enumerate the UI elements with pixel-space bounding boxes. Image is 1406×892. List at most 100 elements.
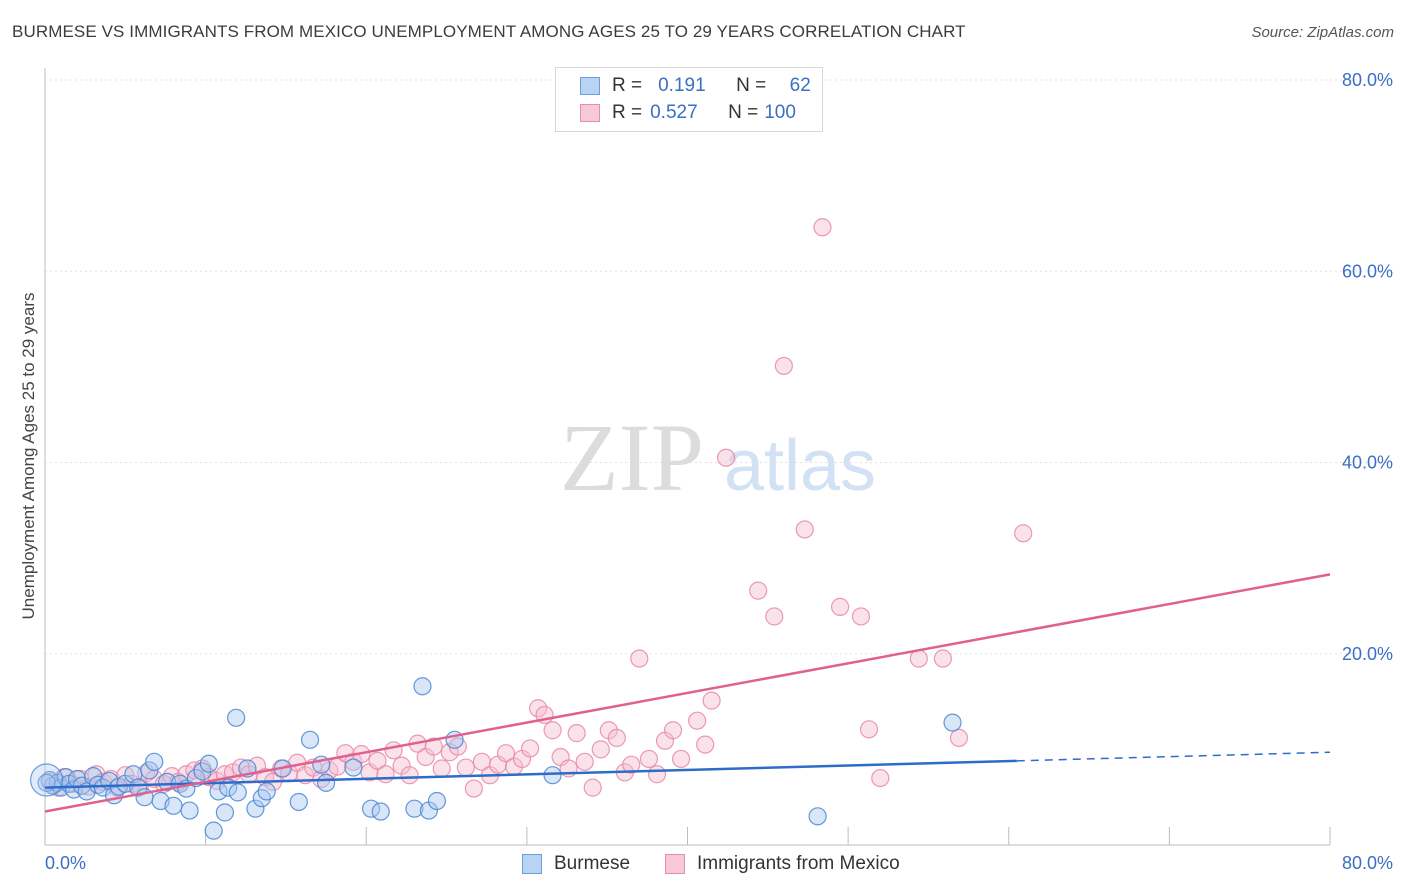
legend-n-label: N = (736, 75, 767, 96)
data-point (575, 752, 594, 771)
data-point (647, 765, 667, 784)
tick-labels: 20.0% 40.0% 60.0% 80.0% 0.0% 80.0% (45, 70, 1393, 873)
data-point (765, 607, 784, 626)
data-point (413, 677, 432, 696)
data-point (795, 520, 814, 539)
data-point (702, 691, 721, 710)
legend-row-mexico: R = 0.527 N = 100 (580, 101, 804, 125)
data-point (368, 751, 387, 770)
data-point (749, 581, 768, 600)
data-point (949, 728, 969, 748)
data-point (622, 755, 641, 774)
data-point (567, 724, 586, 743)
series-mexico-points (40, 218, 1033, 798)
x-tick-label: 0.0% (45, 853, 86, 873)
data-point (300, 730, 320, 749)
data-point (696, 735, 715, 754)
trend-line (44, 759, 1017, 789)
watermark-zip: ZIP (560, 404, 704, 511)
chart-title: BURMESE VS IMMIGRANTS FROM MEXICO UNEMPL… (12, 22, 966, 41)
data-point (808, 807, 827, 826)
data-point (316, 773, 336, 792)
y-axis-label: Unemployment Among Ages 25 to 29 years (19, 293, 38, 620)
data-point (830, 597, 850, 616)
data-point (933, 649, 952, 668)
data-point (384, 741, 403, 760)
bottom-legend-swatch-blue (522, 854, 542, 874)
data-point (639, 749, 659, 769)
data-point (671, 749, 691, 769)
data-point (405, 799, 424, 818)
y-tick-label: 60.0% (1342, 261, 1393, 281)
bottom-legend-burmese: Burmese (522, 851, 630, 877)
bottom-legend-mexico: Immigrants from Mexico (665, 851, 900, 877)
stats-legend: R = 0.191 N = 62 R = 0.527 N = 100 (555, 67, 823, 132)
legend-r-value: 0.191 (658, 75, 706, 96)
bottom-legend-swatch-pink (665, 854, 685, 874)
data-point (543, 766, 562, 785)
source-label: Source: ZipAtlas.com (1251, 24, 1394, 41)
y-tick-label: 80.0% (1342, 70, 1393, 90)
data-point (529, 699, 548, 718)
data-point (851, 607, 871, 626)
legend-n-value: 100 (764, 102, 796, 123)
data-point (289, 792, 308, 812)
x-tick-label: 80.0% (1342, 853, 1393, 873)
data-point (204, 821, 223, 840)
data-point (129, 778, 148, 797)
data-point (774, 356, 793, 376)
data-point (228, 783, 247, 802)
watermark-atlas: atlas (724, 426, 876, 506)
trend-line-extension (1016, 751, 1331, 762)
bottom-legend-label-burmese: Burmese (554, 853, 631, 874)
data-point (246, 799, 265, 818)
data-point (496, 744, 516, 763)
data-point (543, 721, 562, 740)
data-point (663, 721, 683, 740)
legend-swatch-pink (580, 104, 600, 122)
legend-r-label: R = (612, 102, 643, 123)
legend-row-burmese: R = 0.191 N = 62 (580, 74, 820, 98)
data-point (371, 802, 390, 821)
data-point (859, 720, 879, 739)
data-point (943, 713, 962, 732)
data-point (716, 448, 736, 467)
watermark: ZIP atlas (560, 404, 876, 511)
axes (44, 68, 1331, 846)
data-point (871, 768, 890, 788)
grid (45, 79, 1392, 655)
legend-n-value: 62 (789, 75, 811, 96)
data-point (432, 759, 451, 778)
data-point (456, 758, 475, 777)
bottom-legend-label-mexico: Immigrants from Mexico (697, 853, 900, 874)
data-point (376, 765, 395, 784)
data-point (583, 778, 602, 797)
data-point (344, 758, 363, 777)
data-point (520, 739, 540, 758)
data-point (813, 218, 832, 237)
legend-n-label: N = (728, 102, 759, 123)
data-point (688, 711, 707, 730)
data-point (145, 752, 164, 771)
data-point (400, 766, 419, 785)
data-point (227, 708, 246, 727)
data-point (1014, 524, 1033, 543)
trend-line (44, 573, 1331, 813)
y-tick-label: 20.0% (1342, 644, 1393, 664)
data-point (257, 782, 276, 801)
legend-swatch-blue (580, 77, 600, 95)
legend-r-value: 0.527 (650, 102, 698, 123)
data-point (180, 801, 199, 820)
trend-lines (44, 573, 1331, 813)
data-point (591, 740, 610, 759)
data-point (140, 761, 159, 780)
data-point-cluster (30, 763, 64, 797)
data-point (424, 737, 443, 756)
data-point (199, 754, 218, 773)
data-point (464, 779, 483, 798)
data-point (630, 649, 649, 668)
data-point (427, 791, 447, 811)
data-point (607, 728, 626, 748)
data-point (215, 803, 234, 822)
